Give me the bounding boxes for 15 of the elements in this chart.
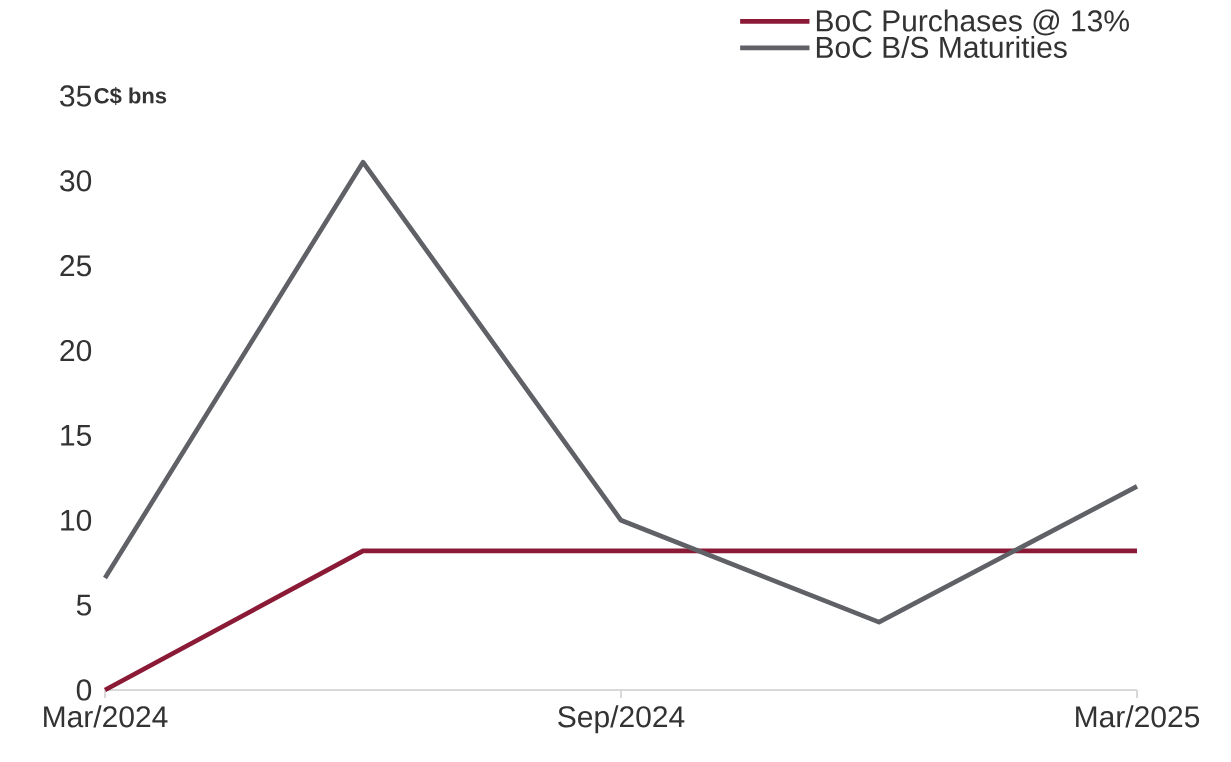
x-tick-label: Sep/2024: [558, 705, 685, 734]
y-axis-title: C$ bns: [94, 87, 167, 105]
line-series: [102, 159, 1140, 625]
y-tick-label: 15: [61, 424, 92, 446]
x-tick-label: Mar/2024: [44, 705, 168, 728]
legend-label: BoC Purchases @ 13%: [816, 9, 1129, 36]
y-tick-label: 35: [60, 85, 92, 107]
y-tick-label: 10: [61, 509, 92, 531]
y-tick-label: 30: [60, 170, 92, 192]
x-tick-label: Mar/2025: [1076, 705, 1200, 728]
legend-label: BoC B/S Maturities: [816, 35, 1067, 58]
y-tick-label: 20: [60, 339, 92, 362]
y-tick-label: 0: [76, 679, 92, 701]
y-tick-label: 5: [76, 594, 92, 616]
y-tick-label: 25: [60, 255, 92, 277]
